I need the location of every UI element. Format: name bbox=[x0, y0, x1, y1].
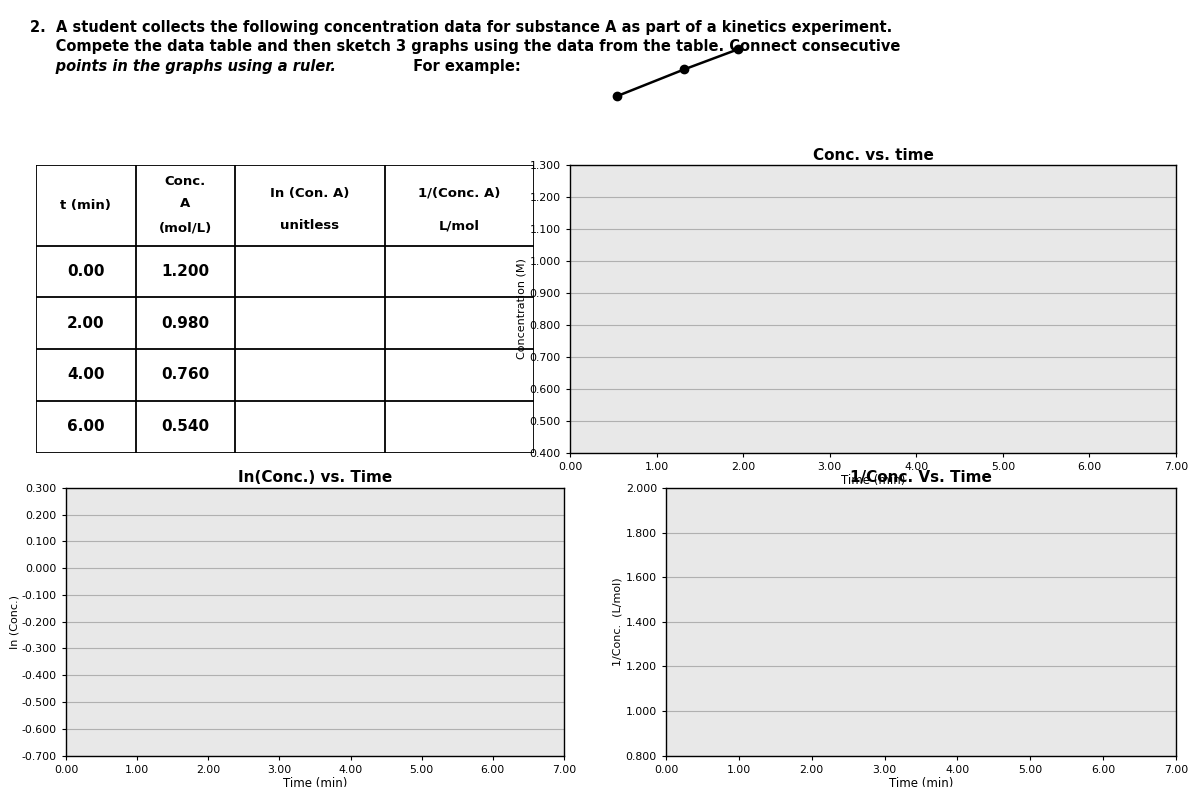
Text: 0.980: 0.980 bbox=[161, 316, 210, 331]
X-axis label: Time (min): Time (min) bbox=[841, 475, 905, 487]
Y-axis label: In (Conc.): In (Conc.) bbox=[10, 595, 19, 648]
Text: 1/(Conc. A): 1/(Conc. A) bbox=[418, 187, 500, 200]
Text: 0.00: 0.00 bbox=[67, 264, 104, 279]
Y-axis label: 1/Conc.  (L/mol): 1/Conc. (L/mol) bbox=[613, 578, 623, 666]
Text: 6.00: 6.00 bbox=[67, 419, 104, 434]
Text: 0.540: 0.540 bbox=[161, 419, 210, 434]
Title: 1/Conc. Vs. Time: 1/Conc. Vs. Time bbox=[850, 471, 992, 486]
Text: 2.  A student collects the following concentration data for substance A as part : 2. A student collects the following conc… bbox=[30, 20, 893, 35]
Text: (mol/L): (mol/L) bbox=[158, 221, 212, 235]
Text: 2.00: 2.00 bbox=[67, 316, 104, 331]
Text: L/mol: L/mol bbox=[439, 219, 480, 232]
Text: Compete the data table and then sketch 3 graphs using the data from the table. C: Compete the data table and then sketch 3… bbox=[30, 39, 900, 54]
X-axis label: Time (min): Time (min) bbox=[889, 778, 953, 787]
Text: For example:: For example: bbox=[408, 59, 521, 74]
Text: t (min): t (min) bbox=[60, 199, 112, 212]
Text: 1.200: 1.200 bbox=[161, 264, 210, 279]
Text: 4.00: 4.00 bbox=[67, 368, 104, 382]
X-axis label: Time (min): Time (min) bbox=[283, 778, 347, 787]
Text: unitless: unitless bbox=[281, 219, 340, 232]
Text: Conc.: Conc. bbox=[164, 175, 206, 188]
Y-axis label: Concentration (M): Concentration (M) bbox=[517, 258, 527, 360]
Text: In (Con. A): In (Con. A) bbox=[270, 187, 349, 200]
Title: In(Conc.) vs. Time: In(Conc.) vs. Time bbox=[238, 471, 392, 486]
Title: Conc. vs. time: Conc. vs. time bbox=[812, 148, 934, 163]
Text: 0.760: 0.760 bbox=[161, 368, 210, 382]
Text: A: A bbox=[180, 198, 191, 210]
Text: points in the graphs using a ruler.: points in the graphs using a ruler. bbox=[30, 59, 336, 74]
